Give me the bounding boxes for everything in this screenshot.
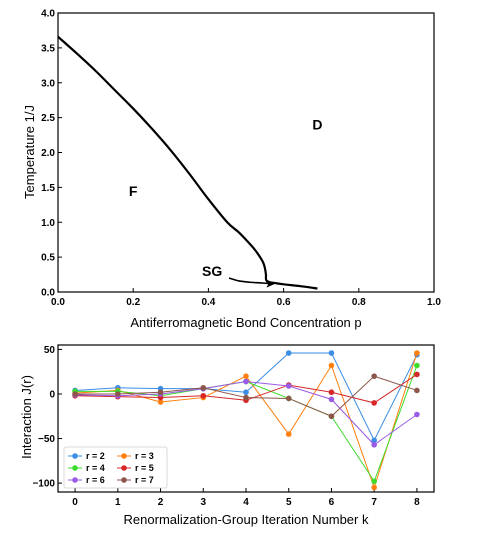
phase-boundary-curve [57, 35, 318, 290]
y-tick-label: 1.5 [41, 183, 55, 194]
data-point [157, 399, 164, 405]
y-tick-label: 50 [44, 345, 56, 356]
legend-label: r = 2 [86, 451, 105, 461]
x-tick-label: 5 [286, 497, 292, 508]
legend-box [63, 446, 168, 489]
y-tick-label: −100 [32, 479, 55, 490]
legend-item: r = 2 [68, 451, 105, 461]
data-point [371, 373, 377, 379]
data-point [285, 431, 292, 437]
y-tick-label: 2.5 [41, 113, 55, 124]
data-point [414, 387, 420, 394]
x-tick-label: 0.2 [126, 297, 140, 308]
data-point [72, 391, 78, 397]
x-tick-label: 4 [243, 497, 249, 508]
data-point [285, 350, 292, 356]
series-r6 [72, 378, 420, 448]
data-point [371, 437, 377, 444]
phase-diagram-y-axis-label: Temperature 1/J [22, 105, 37, 199]
rg-trajectory-series [72, 350, 420, 491]
legend-marker [121, 465, 127, 471]
rg-trajectory-panel: 0 1 2 3 4 5 6 7 8 −100 −50 0 50 r = 2 r = 3 r = 4 r = 5… [19, 344, 435, 527]
data-point [414, 371, 420, 378]
data-point [328, 350, 335, 356]
data-point [328, 389, 335, 396]
x-tick-label: 1.0 [427, 297, 441, 308]
x-tick-label: 7 [371, 497, 377, 508]
data-point [371, 478, 377, 485]
rg-trajectory-frame [57, 344, 435, 493]
legend-label: r = 6 [86, 475, 105, 485]
legend-marker [72, 453, 78, 459]
data-point [414, 362, 420, 369]
x-tick-label: 0.6 [277, 297, 291, 308]
y-tick-label: 1.0 [41, 218, 55, 229]
phase-diagram-x-axis-label: Antiferromagnetic Bond Concentration p [130, 315, 361, 330]
data-point [243, 389, 249, 396]
legend-item: r = 5 [117, 463, 154, 473]
legend-marker [72, 465, 78, 471]
legend-item: r = 7 [117, 475, 154, 485]
data-point [414, 350, 420, 356]
data-point [371, 400, 377, 406]
legend-item: r = 4 [68, 463, 105, 473]
data-point [115, 391, 121, 397]
legend-item: r = 6 [68, 475, 105, 485]
legend-marker [72, 477, 78, 483]
x-tick-label: 1 [115, 497, 121, 508]
x-tick-label: 0.4 [201, 297, 215, 308]
data-point [243, 394, 249, 401]
x-tick-label: 8 [414, 497, 420, 508]
data-point [157, 389, 164, 396]
data-point [371, 484, 377, 491]
data-point [243, 378, 249, 385]
data-point [328, 362, 335, 369]
x-tick-label: 2 [158, 497, 164, 508]
y-tick-label: 0.5 [41, 253, 55, 264]
data-point [328, 413, 335, 420]
x-tick-label: 0 [72, 497, 78, 508]
x-tick-label: 0.8 [352, 297, 366, 308]
data-point [371, 441, 377, 448]
y-tick-label: 0 [49, 390, 55, 401]
rg-trajectory-y-axis-label: Interaction J(r) [19, 375, 34, 459]
legend: r = 2 r = 3 r = 4 r = 5 r = 6 r = 7 [68, 451, 154, 485]
legend-label: r = 3 [135, 451, 154, 461]
y-tick-label: −50 [38, 434, 55, 445]
data-point [243, 373, 249, 379]
legend-marker [121, 453, 127, 459]
rg-trajectory-ticks: 0 1 2 3 4 5 6 7 8 −100 −50 0 50 [32, 345, 420, 508]
y-tick-label: 4.0 [41, 9, 55, 20]
sg-flow-arrow [228, 277, 271, 285]
phase-diagram-frame [57, 12, 435, 293]
rg-trajectory-x-axis-label: Renormalization-Group Iteration Number k [124, 512, 369, 527]
data-point [285, 395, 292, 402]
x-tick-label: 6 [329, 497, 335, 508]
x-tick-label: 0.0 [51, 297, 65, 308]
y-tick-label: 0.0 [41, 288, 55, 299]
phase-label-disordered: D [312, 117, 322, 133]
legend-item: r = 3 [117, 451, 154, 461]
y-tick-label: 2.0 [41, 148, 55, 159]
phase-diagram-panel: 0.0 0.2 0.4 0.6 0.8 1.0 0.0 0.5 1.0 1.5 2.0 2.5 3.0 3… [22, 9, 441, 331]
phase-label-ferromagnetic: F [129, 183, 138, 199]
phase-diagram-ticks: 0.0 0.2 0.4 0.6 0.8 1.0 0.0 0.5 1.0 1.5 2.0 2.5 3.0 3… [41, 9, 441, 309]
legend-label: r = 5 [135, 463, 154, 473]
data-point [200, 384, 207, 391]
x-tick-label: 3 [200, 497, 206, 508]
data-point [414, 411, 420, 418]
y-tick-label: 3.5 [41, 43, 55, 54]
data-point [285, 383, 292, 389]
phase-label-spin-glass: SG [202, 263, 222, 279]
series-r7 [72, 373, 420, 420]
data-point [200, 392, 207, 399]
legend-label: r = 4 [86, 463, 105, 473]
sg-flow-arrowhead [266, 279, 276, 288]
phase-boundary [57, 35, 318, 290]
data-point [328, 396, 335, 403]
legend-marker [121, 477, 127, 483]
y-tick-label: 3.0 [41, 78, 55, 89]
legend-label: r = 7 [135, 475, 154, 485]
